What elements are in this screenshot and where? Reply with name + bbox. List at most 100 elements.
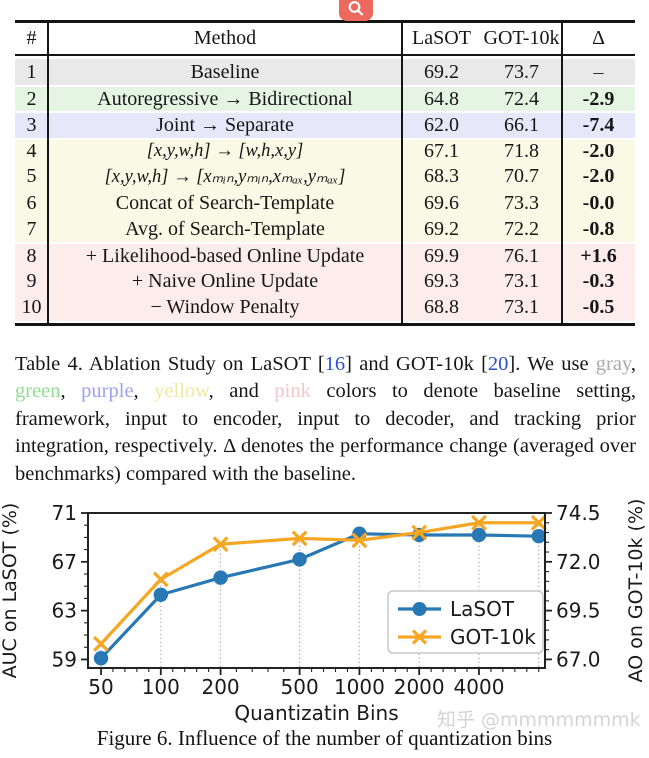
legend-label: GOT-10k <box>450 625 536 649</box>
method-cell: [x,y,w,h] → [xₘᵢₙ,yₘᵢₙ,xₘₐₓ,yₘₐₓ] <box>104 166 346 187</box>
marker-circle <box>213 570 228 585</box>
lasot-cell: 69.6 <box>424 191 459 214</box>
marker-x <box>351 532 368 549</box>
marker-circle <box>292 552 307 567</box>
x-tick-label: 200 <box>201 675 239 699</box>
caption-segment: colors to denote baseline setting, frame… <box>15 380 637 485</box>
right-tick-label: 74.5 <box>556 501 601 525</box>
right-tick-label: 72.0 <box>556 550 601 574</box>
table-header-row: # Method LaSOT GOT-10k Δ <box>15 23 635 56</box>
x-tick-label: 100 <box>142 675 180 699</box>
caption-segment: Table 4. Ablation Study on LaSOT [ <box>15 352 325 375</box>
legend-marker-x <box>411 629 428 645</box>
table-caption: Table 4. Ablation Study on LaSOT [16] an… <box>15 351 636 489</box>
figure-caption: Figure 6. Influence of the number of qua… <box>96 726 553 750</box>
method-cell: − Window Penalty <box>150 296 300 319</box>
row-number: 6 <box>26 191 37 214</box>
lasot-cell: 69.2 <box>424 217 459 240</box>
lasot-cell: 68.8 <box>424 296 459 319</box>
right-axis-title: AO on GOT-10k (%) <box>625 499 647 683</box>
caption-segment: pink <box>274 380 311 403</box>
lasot-cell: 64.8 <box>424 87 459 110</box>
caption-segment: , and <box>208 380 275 403</box>
series-line-lasot <box>99 532 539 660</box>
row-number: 2 <box>26 87 37 110</box>
marker-circle <box>411 527 427 543</box>
marker-x <box>93 635 109 652</box>
row-number: 7 <box>26 217 37 240</box>
caption-segment: , <box>133 380 155 403</box>
got10k-cell: 73.1 <box>504 270 539 293</box>
row-number: 9 <box>26 270 37 293</box>
header-cell-0: # <box>26 27 37 49</box>
table-row: 6 Concat of Search-Template 69.6 73.3 -0.0 <box>15 189 635 217</box>
x-tick-label: 500 <box>281 675 319 699</box>
left-tick-label: 63 <box>52 599 77 623</box>
marker-circle <box>531 528 546 544</box>
method-cell: + Likelihood-based Online Update <box>85 244 365 267</box>
x-tick-label: 1000 <box>334 675 385 699</box>
right-tick-label: 69.5 <box>556 599 601 623</box>
delta-cell: – <box>593 60 604 83</box>
table-row: 2 Autoregressive → Bidirectional 64.8 72.4 -… <box>15 85 635 112</box>
x-tick-label: 2000 <box>394 675 445 699</box>
table-row: 7 Avg. of Search-Template 69.2 72.2 -0.8 <box>15 216 635 243</box>
left-tick-label: 59 <box>52 647 77 671</box>
caption-segment: , <box>60 380 82 403</box>
lasot-cell: 69.9 <box>424 244 459 267</box>
method-cell: Joint → Separate <box>156 113 294 136</box>
table-row: 1 Baseline 69.2 73.7 – <box>15 59 635 86</box>
caption-segment: 20 <box>487 352 509 375</box>
table-row: 5 [x,y,w,h] → [xₘᵢₙ,yₘᵢₙ,xₘₐₓ,yₘₐₓ] 68.3 70… <box>15 163 635 190</box>
caption-segment: , <box>630 352 637 375</box>
lasot-cell: 62.0 <box>424 113 459 136</box>
x-tick-label: 50 <box>88 675 113 699</box>
delta-cell: -0.0 <box>582 191 615 214</box>
series-line-got-10k <box>99 521 539 645</box>
got10k-cell: 73.3 <box>504 191 539 214</box>
marker-x <box>471 514 487 531</box>
caption-segment: green <box>15 380 61 403</box>
delta-cell: -2.0 <box>582 165 615 188</box>
caption-segment: gray <box>595 352 631 375</box>
left-axis-title: AUC on LaSOT (%) <box>0 503 21 679</box>
header-cell-1: Method <box>193 27 257 49</box>
method-cell: + Naive Online Update <box>131 270 319 293</box>
zoom-button[interactable] <box>339 0 373 21</box>
method-cell: [x,y,w,h] → [w,h,x,y] <box>146 141 304 162</box>
x-axis-title: Quantizatin Bins <box>234 701 398 725</box>
got10k-cell: 72.2 <box>504 217 539 240</box>
marker-x <box>291 530 308 547</box>
method-cell: Concat of Search-Template <box>115 191 335 214</box>
header-cell-4: Δ <box>592 27 605 49</box>
delta-cell: -0.5 <box>582 296 615 319</box>
legend-label: LaSOT <box>450 597 515 621</box>
caption-segment: ] and GOT-10k [ <box>345 352 488 375</box>
left-tick-label: 67 <box>52 550 77 574</box>
table-row: 10 − Window Penalty 68.8 73.1 -0.5 <box>15 294 635 321</box>
table-row: 4 [x,y,w,h] → [w,h,x,y] 67.1 71.8 -2.0 <box>15 137 635 164</box>
table-row: 9 + Naive Online Update 69.3 73.1 -0.3 <box>15 268 635 295</box>
left-tick-label: 71 <box>52 501 77 525</box>
x-tick-label: 4000 <box>454 675 505 699</box>
method-cell: Avg. of Search-Template <box>125 217 325 240</box>
column-rule <box>47 23 49 323</box>
header-cell-3: GOT-10k <box>483 27 560 49</box>
ablation-table: # Method LaSOT GOT-10k Δ 1 Baseline 69.2 73.7 – 2 A… <box>15 20 635 326</box>
column-rule <box>561 23 563 323</box>
got10k-cell: 71.8 <box>504 140 539 163</box>
row-number: 8 <box>26 244 37 267</box>
marker-circle <box>93 651 109 666</box>
method-cell: Baseline <box>190 60 260 83</box>
caption-segment: purple <box>81 380 134 403</box>
lasot-cell: 67.1 <box>424 140 459 163</box>
got10k-cell: 70.7 <box>504 165 539 188</box>
got10k-cell: 76.1 <box>504 244 539 267</box>
column-rule <box>401 23 403 323</box>
row-number: 3 <box>26 113 37 136</box>
delta-cell: -0.8 <box>582 217 615 240</box>
table-row: 3 Joint → Separate 62.0 66.1 -7.4 <box>15 111 635 138</box>
watermark: 知乎 @mmmmmmmk <box>437 709 641 731</box>
delta-cell: -2.9 <box>582 87 615 110</box>
